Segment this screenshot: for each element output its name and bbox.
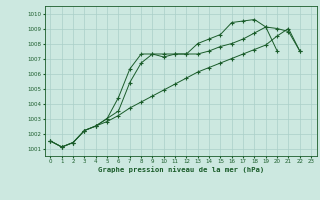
X-axis label: Graphe pression niveau de la mer (hPa): Graphe pression niveau de la mer (hPa) [98, 166, 264, 173]
